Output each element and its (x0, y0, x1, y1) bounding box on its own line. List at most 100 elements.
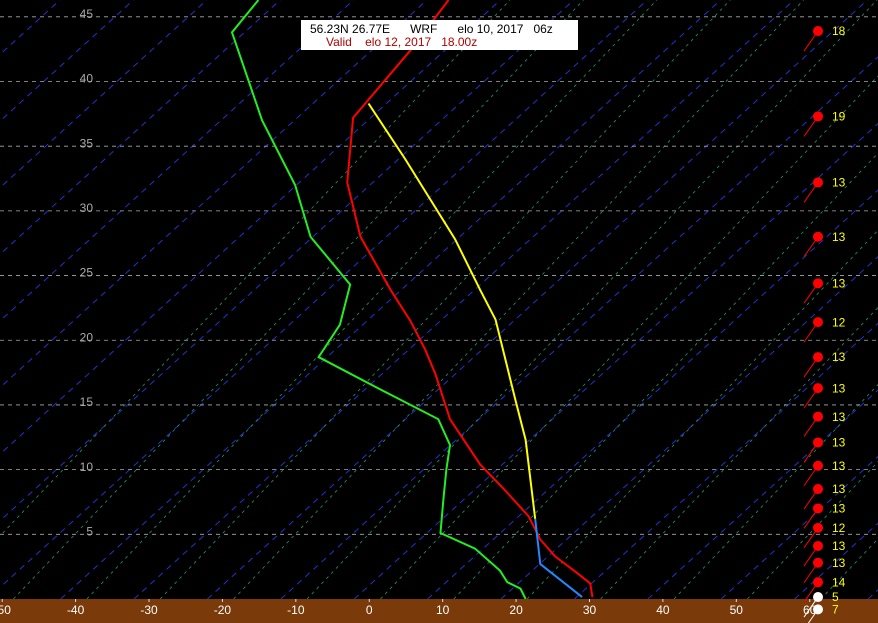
isotherm (574, 322, 878, 600)
wind-marker (813, 522, 823, 533)
x-tick-label: -20 (214, 603, 232, 617)
wind-speed: 13 (832, 410, 846, 424)
isotherm (0, 0, 575, 522)
wind-speed: 14 (832, 575, 846, 589)
isotherm (60, 0, 721, 600)
wind-speed: 18 (832, 24, 846, 38)
isotherm (207, 0, 868, 600)
wind-speed: 5 (832, 590, 839, 604)
y-tick-label: 40 (80, 72, 94, 86)
wind-marker (813, 278, 823, 289)
profile-line (346, 0, 594, 598)
wind-marker (813, 383, 823, 394)
adiabat (0, 0, 511, 537)
x-tick-label: 0 (366, 603, 373, 617)
wind-speed: 13 (832, 539, 846, 553)
wind-marker (813, 503, 823, 514)
y-tick-label: 20 (80, 330, 94, 344)
wind-speed: 13 (832, 277, 846, 291)
profile-line (534, 518, 583, 598)
wind-marker (813, 577, 823, 588)
diagram-lines (0, 0, 878, 600)
isotherm (353, 122, 878, 600)
adiabat (453, 152, 878, 600)
wind-marker (813, 437, 823, 448)
header-valid: Valid elo 12, 2017 18.00z (326, 35, 477, 49)
wind-speed: 12 (832, 521, 846, 535)
x-tick-label: 50 (730, 603, 744, 617)
profile-line (367, 102, 537, 519)
isotherm (0, 0, 501, 455)
adiabat (526, 229, 878, 600)
y-tick-label: 25 (80, 266, 94, 280)
adiabat (86, 0, 658, 600)
x-tick-label: 20 (509, 603, 523, 617)
x-tick-label: 30 (583, 603, 597, 617)
wind-speed: 7 (832, 603, 839, 617)
wind-marker (813, 484, 823, 495)
wind-marker (813, 540, 823, 551)
isotherm (0, 0, 134, 122)
adiabat (13, 0, 584, 600)
x-tick-label: -30 (140, 603, 158, 617)
header-box (301, 20, 578, 50)
profiles (230, 0, 594, 600)
wind-marker (813, 592, 823, 603)
wind-speed: 13 (832, 556, 846, 570)
y-tick-label: 5 (86, 524, 93, 538)
isotherm (280, 56, 878, 600)
isotherm (500, 256, 878, 600)
isotherm (0, 0, 208, 189)
x-tick-label: 40 (656, 603, 670, 617)
isotherm (720, 456, 878, 600)
wind-speed: 12 (832, 315, 846, 329)
x-axis-band (0, 599, 878, 623)
wind-marker (813, 317, 823, 328)
isotherm (0, 0, 428, 389)
wind-speed: 13 (832, 176, 846, 190)
wind-speed: 13 (832, 230, 846, 244)
wind-marker (813, 460, 823, 471)
y-tick-label: 10 (80, 460, 94, 474)
wind-speed: 13 (832, 502, 846, 516)
x-tick-label: -10 (287, 603, 305, 617)
wind-marker (813, 26, 823, 37)
isotherm (427, 189, 878, 600)
wind-speed: 13 (832, 459, 846, 473)
wind-marker (813, 352, 823, 363)
x-tick-label: -50 (0, 603, 11, 617)
header-title: 56.23N 26.77E WRF elo 10, 2017 06z (310, 22, 553, 36)
wind-marker (813, 604, 823, 615)
wind-speed: 13 (832, 436, 846, 450)
adiabat (306, 0, 878, 600)
adiabat (380, 75, 878, 600)
wind-marker (813, 231, 823, 242)
isotherm (0, 0, 648, 589)
wind-marker (813, 557, 823, 568)
wind-speed: 19 (832, 110, 846, 124)
adiabat (159, 0, 731, 600)
wind-marker (813, 411, 823, 422)
wind-marker (813, 177, 823, 188)
x-tick-label: 10 (436, 603, 450, 617)
y-tick-label: 35 (80, 136, 94, 150)
isotherm (0, 0, 281, 255)
isotherm (647, 389, 878, 600)
y-tick-label: 15 (80, 395, 94, 409)
profile-line (230, 0, 527, 600)
isotherm (0, 0, 354, 322)
y-tick-label: 30 (80, 201, 94, 215)
wind-speed: 13 (832, 381, 846, 395)
isotherm (133, 0, 795, 600)
wind-speed: 13 (832, 350, 846, 364)
wind-speed: 13 (832, 482, 846, 496)
y-tick-label: 45 (80, 7, 94, 21)
grid: 5 10 15 20 25 30 35 40 45 (0, 7, 878, 538)
wind-marker (813, 111, 823, 122)
x-tick-label: -40 (67, 603, 85, 617)
